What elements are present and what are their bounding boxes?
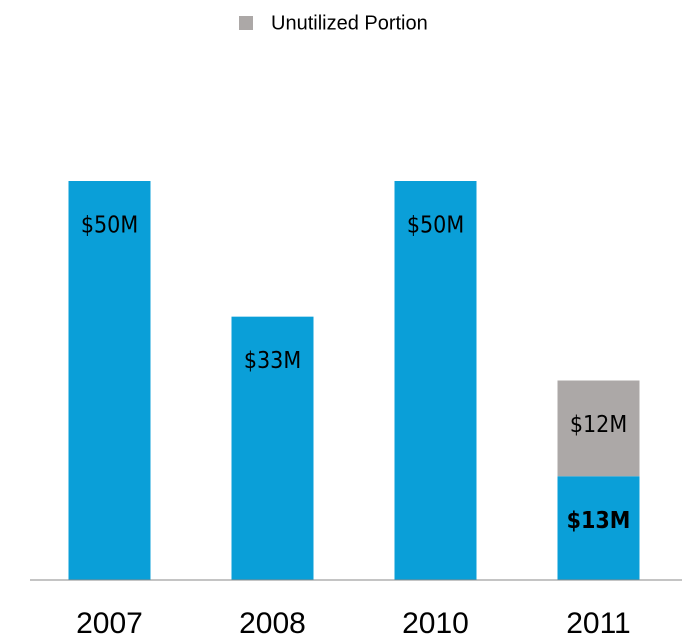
x-tick-label: 2008 xyxy=(239,607,306,640)
value-label: $50M xyxy=(81,213,138,239)
bar-segment xyxy=(557,476,640,580)
bar-segment xyxy=(394,181,477,580)
value-label: $12M xyxy=(570,412,627,438)
bar-segment xyxy=(231,316,314,580)
x-tick-label: 2011 xyxy=(566,607,631,640)
bar-segment xyxy=(68,181,151,580)
x-tick-label: 2010 xyxy=(402,607,469,640)
x-tick-label: 2007 xyxy=(76,607,143,640)
value-label: $33M xyxy=(244,348,301,374)
value-label: $13M xyxy=(567,508,631,534)
legend-swatch xyxy=(239,16,253,30)
bar-segment xyxy=(557,380,640,477)
legend-label: Unutilized Portion xyxy=(271,12,428,34)
value-label: $50M xyxy=(407,213,464,239)
